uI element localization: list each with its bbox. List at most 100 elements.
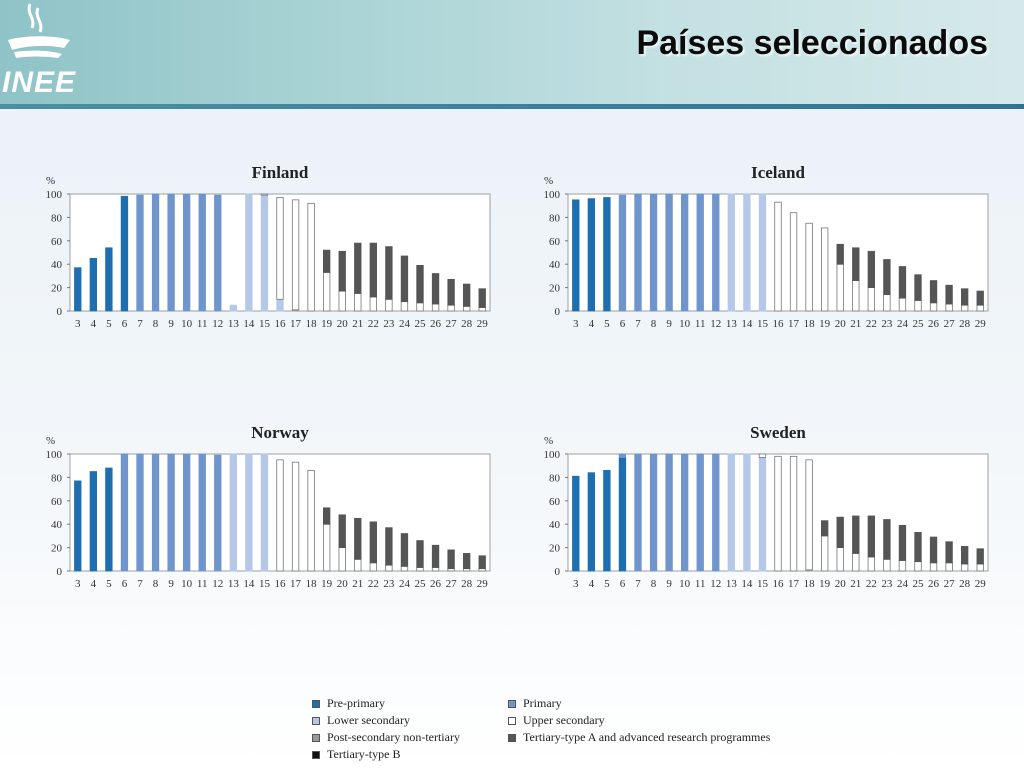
x-tick-label: 20 <box>337 578 349 590</box>
x-tick-label: 3 <box>573 318 579 330</box>
bar-segment-tertiary-a <box>447 549 455 570</box>
bar-segment-lower-secondary <box>758 457 767 572</box>
bar-segment-upper-secondary <box>914 300 922 312</box>
chart-finland: Finland% 0 20 40 60 80 100 3 4 5 6 7 8 9 10 11 12 13 14 15 1… <box>30 158 500 343</box>
y-axis-label: % <box>544 435 553 447</box>
x-tick-label: 15 <box>757 578 769 590</box>
x-tick-label: 17 <box>290 318 302 330</box>
x-tick-label: 10 <box>181 318 193 330</box>
x-tick-label: 14 <box>741 578 753 590</box>
x-tick-label: 16 <box>275 578 287 590</box>
bar-segment-primary <box>649 453 658 572</box>
x-tick-label: 11 <box>197 578 208 590</box>
y-tick-label: 80 <box>549 212 561 224</box>
x-tick-label: 29 <box>975 578 987 590</box>
bar-segment-primary <box>680 453 689 572</box>
bar-segment-primary <box>214 194 222 312</box>
bar-segment-tertiary-a <box>431 273 440 305</box>
x-tick-label: 10 <box>181 578 193 590</box>
bar-segment-tertiary-a <box>929 536 938 564</box>
bar-segment-upper-secondary <box>883 294 891 312</box>
bar-segment-pre-primary <box>74 480 82 572</box>
legend-label: Pre-primary <box>327 696 385 710</box>
x-tick-label: 11 <box>695 318 706 330</box>
x-tick-label: 23 <box>881 318 893 330</box>
chart-iceland: Iceland% 0 20 40 60 80 100 3 4 5 6 7 8 9 10 11 12 13 14 15 1… <box>528 158 998 343</box>
y-tick-label: 100 <box>46 189 63 201</box>
y-tick-label: 40 <box>549 259 561 271</box>
bar-segment-tertiary-a <box>960 546 969 565</box>
bar-segment-tertiary-a <box>322 507 331 525</box>
bar-segment-pre-primary <box>587 198 595 312</box>
bar-segment-upper-secondary <box>431 303 440 312</box>
bar-segment-upper-secondary <box>805 222 813 312</box>
x-tick-label: 7 <box>635 578 641 590</box>
legend-item-upper-secondary: Upper secondary <box>508 713 605 728</box>
bar-segment-upper-secondary <box>291 199 300 311</box>
x-tick-label: 29 <box>477 318 489 330</box>
x-tick-label: 27 <box>446 578 458 590</box>
page-title: Países seleccionados <box>636 24 988 62</box>
bar-segment-upper-secondary <box>322 271 331 312</box>
bar-segment-upper-secondary <box>307 469 315 572</box>
bar-segment-tertiary-a <box>898 524 907 561</box>
y-axis-label: % <box>544 175 553 187</box>
bar-segment-upper-secondary <box>276 459 284 572</box>
bar-segment-tertiary-a <box>369 521 378 564</box>
bar-segment-primary <box>712 193 720 312</box>
y-tick-label: 80 <box>549 472 561 484</box>
chart-title: Norway <box>251 423 309 442</box>
bar-segment-lower-secondary <box>245 453 253 572</box>
x-tick-label: 3 <box>75 318 81 330</box>
x-tick-label: 5 <box>604 318 610 330</box>
bar-segment-lower-secondary <box>743 193 751 312</box>
bar-segment-upper-secondary <box>416 567 424 572</box>
bar-segment-upper-secondary <box>774 201 782 312</box>
bar-segment-primary <box>167 193 175 312</box>
y-tick-label: 20 <box>51 283 63 295</box>
bar-segment-upper-secondary <box>914 561 922 572</box>
bar-segment-pre-primary <box>572 199 580 312</box>
x-tick-label: 26 <box>430 318 442 330</box>
bar-segment-lower-secondary <box>276 298 284 312</box>
y-tick-label: 80 <box>51 212 63 224</box>
bar-segment-upper-secondary <box>307 202 315 312</box>
x-tick-label: 28 <box>461 578 473 590</box>
legend-label: Upper secondary <box>523 713 605 727</box>
bar-segment-tertiary-a <box>447 279 455 306</box>
x-tick-label: 9 <box>666 578 672 590</box>
bar-segment-tertiary-a <box>431 544 440 568</box>
bar-segment-upper-secondary <box>400 301 409 312</box>
bar-segment-tertiary-a <box>836 243 844 265</box>
bar-segment-upper-secondary <box>898 297 907 312</box>
bar-segment-upper-secondary <box>836 547 844 572</box>
y-tick-label: 60 <box>51 236 63 248</box>
x-tick-label: 21 <box>352 578 363 590</box>
x-tick-label: 15 <box>259 578 271 590</box>
bar-segment-tertiary-a <box>852 247 860 281</box>
x-tick-label: 12 <box>710 578 721 590</box>
bar-segment-primary <box>151 453 160 572</box>
x-tick-label: 14 <box>741 318 753 330</box>
legend-item-tertiary-a: Tertiary-type A and advanced research pr… <box>508 730 770 745</box>
x-tick-label: 8 <box>153 318 159 330</box>
y-tick-label: 20 <box>51 543 63 555</box>
x-tick-label: 21 <box>352 318 363 330</box>
x-tick-label: 22 <box>368 578 379 590</box>
x-tick-label: 16 <box>275 318 287 330</box>
bar-segment-pre-primary <box>105 247 113 312</box>
bar-segment-primary <box>665 453 673 572</box>
bar-segment-primary <box>182 453 191 572</box>
bar-segment-tertiary-a <box>836 516 844 549</box>
bar-segment-pre-primary <box>89 257 97 312</box>
bar-segment-pre-primary <box>618 457 627 572</box>
x-tick-label: 18 <box>804 578 816 590</box>
bar-segment-upper-secondary <box>820 227 829 312</box>
legend-item-lower-secondary: Lower secondary <box>312 713 410 728</box>
bar-segment-upper-secondary <box>369 296 378 312</box>
x-tick-label: 8 <box>153 578 159 590</box>
chart-sweden: Sweden% 0 20 40 60 80 100 3 4 5 6 7 8 9 10 11 12 13 14 15 16… <box>528 418 998 603</box>
bar-segment-tertiary-a <box>929 280 938 304</box>
x-tick-label: 23 <box>881 578 893 590</box>
x-tick-label: 9 <box>168 578 174 590</box>
